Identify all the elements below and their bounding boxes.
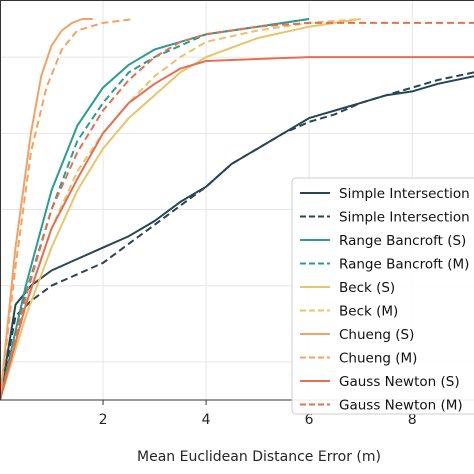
legend-label-9: Gauss Newton (M) [339, 398, 463, 414]
x-tick-label-2: 6 [305, 412, 314, 428]
legend-label-7: Chueng (M) [339, 351, 417, 367]
legend-label-6: Chueng (S) [339, 327, 414, 343]
legend-label-0: Simple Intersection (S) [339, 186, 474, 202]
legend-label-3: Range Bancroft (M) [339, 257, 469, 273]
x-tick-label-0: 2 [99, 412, 108, 428]
legend-label-4: Beck (S) [339, 280, 395, 296]
series-line-8 [0, 56, 474, 401]
series-line-4 [0, 18, 361, 401]
legend-label-8: Gauss Newton (S) [339, 374, 460, 390]
legend-box [291, 177, 474, 415]
series-line-6 [0, 18, 93, 401]
series-lines [0, 18, 474, 401]
series-line-1 [0, 71, 474, 401]
legend: Simple Intersection (S) Simple Intersecti… [291, 177, 474, 415]
x-tick-label-1: 4 [202, 412, 211, 428]
x-axis-label: Mean Euclidean Distance Error (m) [137, 449, 381, 465]
series-line-9 [0, 21, 474, 401]
legend-label-2: Range Bancroft (S) [339, 233, 466, 249]
legend-label-5: Beck (M) [339, 304, 398, 320]
series-line-7 [0, 18, 135, 401]
legend-label-1: Simple Intersection (M) [339, 210, 474, 226]
x-tick-label-3: 8 [408, 412, 417, 428]
